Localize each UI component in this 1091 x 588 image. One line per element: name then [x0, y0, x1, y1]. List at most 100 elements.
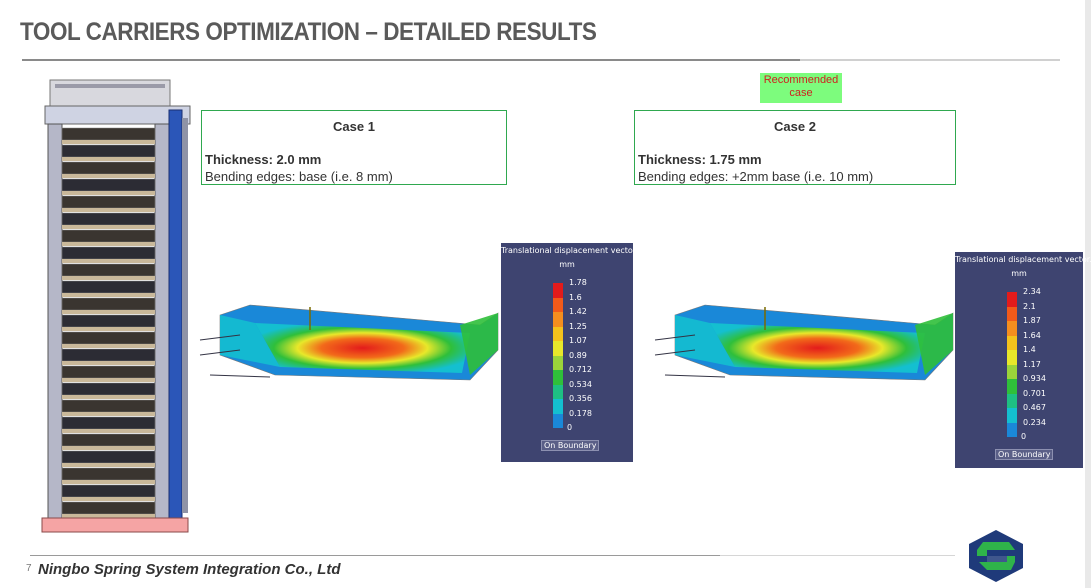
rack-shelf-edge: [62, 463, 155, 467]
rack-shelf-edge: [62, 412, 155, 416]
rack-shelf: [61, 450, 156, 464]
rack-shelf-edge: [62, 259, 155, 263]
legend-boundary-label: On Boundary: [995, 449, 1054, 460]
company-logo: [969, 530, 1023, 582]
legend-title: Translational displacement vector.: [955, 255, 1091, 264]
rack-shelf-edge: [62, 514, 155, 518]
legend-value: 0.356: [569, 394, 592, 403]
rack-shelf: [61, 144, 156, 158]
legend-color-swatch: [553, 326, 563, 341]
legend-value: 1.25: [569, 321, 587, 331]
legend-value: 1.42: [569, 307, 587, 316]
page-title: TOOL CARRIERS OPTIMIZATION – DETAILED RE…: [20, 18, 597, 46]
rack-shelf-edge: [62, 395, 155, 399]
legend-color-swatch: [1007, 408, 1017, 423]
case-1-legend: Translational displacement vector. mm 1.…: [501, 243, 638, 462]
legend-color-swatch: [553, 355, 563, 370]
legend-value: 0: [1021, 432, 1027, 441]
rack-shelf-edge: [62, 242, 155, 246]
rack-shelf: [61, 127, 156, 141]
rack-shelf: [61, 280, 156, 294]
legend-value: 1.64: [1023, 330, 1041, 340]
rack-shelf-edge: [62, 293, 155, 297]
rack-shelf: [61, 348, 156, 362]
legend-value: 2.34: [1023, 287, 1041, 296]
legend-color-swatch: [1007, 422, 1017, 437]
page-number: 7: [26, 563, 32, 574]
legend-value: 0.178: [569, 408, 592, 418]
legend-value: 0.534: [569, 379, 592, 389]
legend-value: 0.701: [1023, 388, 1046, 398]
rack-shelf: [61, 297, 156, 311]
footer-divider: [30, 555, 720, 556]
case-2-title: Case 2: [774, 119, 816, 134]
title-divider: [22, 59, 800, 61]
legend-color-swatch: [1007, 379, 1017, 394]
case-1-edges: Bending edges: base (i.e. 8 mm): [205, 169, 393, 184]
rack-shelf: [61, 161, 156, 175]
scrollbar[interactable]: [1085, 0, 1091, 588]
case-2-thickness: Thickness: 1.75 mm: [638, 152, 762, 167]
legend-value: 0: [567, 423, 573, 432]
case-2-edges: Bending edges: +2mm base (i.e. 10 mm): [638, 169, 874, 184]
case-1-displacement-plot: [199, 304, 499, 381]
legend-color-swatch: [1007, 350, 1017, 365]
legend-value: 2.1: [1023, 301, 1036, 311]
legend-color-swatch: [1007, 292, 1017, 307]
rack-shelf: [61, 246, 156, 260]
case-2-legend: Translational displacement vector. mm 2.…: [955, 252, 1091, 468]
rack-shelf-edge: [62, 140, 155, 144]
rack-shelf: [61, 433, 156, 447]
rack-shelf: [61, 229, 156, 243]
case-2-displacement-plot: [654, 304, 954, 381]
legend-unit: mm: [559, 260, 575, 269]
legend-color-swatch: [553, 297, 563, 312]
rack-shelf: [61, 212, 156, 226]
tool-carrier-rack-image: [41, 79, 191, 533]
rack-shelf-edge: [62, 344, 155, 348]
rack-shelf-edge: [62, 191, 155, 195]
rack-shelf: [61, 195, 156, 209]
legend-color-swatch: [1007, 306, 1017, 321]
legend-color-swatch: [553, 312, 563, 327]
legend-title: Translational displacement vector.: [501, 246, 638, 255]
rack-shelf: [61, 501, 156, 515]
rack-shelf-edge: [62, 225, 155, 229]
legend-value: 1.4: [1023, 345, 1036, 354]
rack-shelf-edge: [62, 378, 155, 382]
legend-value: 0.234: [1023, 417, 1046, 427]
rack-shelf-edge: [62, 327, 155, 331]
case-1-box: Case 1 Thickness: 2.0 mm Bending edges: …: [201, 110, 507, 185]
legend-value: 0.89: [569, 350, 587, 360]
footer-divider-light: [720, 555, 955, 556]
legend-color-swatch: [553, 399, 563, 414]
legend-value: 1.17: [1023, 359, 1041, 369]
recommended-badge: Recommended case: [760, 73, 842, 103]
legend-unit: mm: [1011, 269, 1027, 278]
rack-shelf: [61, 382, 156, 396]
case-1-thickness: Thickness: 2.0 mm: [205, 152, 322, 167]
legend-color-swatch: [553, 341, 563, 356]
legend-color-swatch: [1007, 335, 1017, 350]
legend-value: 1.87: [1023, 316, 1041, 325]
legend-color-swatch: [553, 413, 563, 428]
rack-shelf: [61, 178, 156, 192]
rack-shelf-edge: [62, 480, 155, 484]
legend-color-swatch: [553, 283, 563, 298]
legend-value: 1.6: [569, 292, 582, 302]
rack-shelf-edge: [62, 174, 155, 178]
rack-shelf-edge: [62, 446, 155, 450]
rack-shelf: [61, 416, 156, 430]
rack-shelf: [61, 331, 156, 345]
title-divider-light: [800, 59, 1060, 61]
rack-shelf: [61, 365, 156, 379]
legend-color-swatch: [553, 370, 563, 385]
rack-shelf: [61, 484, 156, 498]
rack-shelf-edge: [62, 310, 155, 314]
legend-color-swatch: [1007, 364, 1017, 379]
legend-value: 1.78: [569, 278, 587, 287]
rack-shelf-edge: [62, 208, 155, 212]
rack-shelf-edge: [62, 497, 155, 501]
rack-shelf-edge: [62, 157, 155, 161]
rack-shelf-edge: [62, 429, 155, 433]
